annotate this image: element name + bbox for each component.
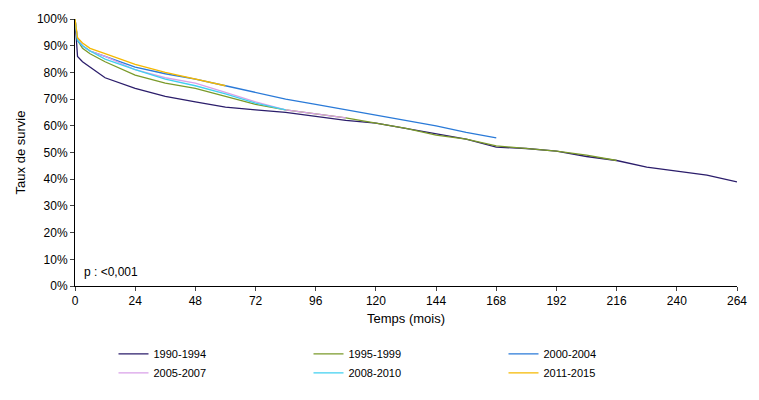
svg-text:264: 264 (727, 294, 747, 308)
svg-text:48: 48 (189, 294, 203, 308)
svg-text:90%: 90% (44, 39, 68, 53)
svg-text:144: 144 (426, 294, 446, 308)
svg-text:1990-1994: 1990-1994 (154, 348, 207, 360)
svg-text:2005-2007: 2005-2007 (154, 367, 207, 379)
svg-text:Temps (mois): Temps (mois) (367, 311, 445, 326)
svg-text:0: 0 (72, 294, 79, 308)
svg-text:10%: 10% (44, 252, 68, 266)
svg-text:2008-2010: 2008-2010 (349, 367, 402, 379)
svg-text:120: 120 (366, 294, 386, 308)
svg-text:30%: 30% (44, 199, 68, 213)
svg-text:60%: 60% (44, 119, 68, 133)
svg-text:70%: 70% (44, 92, 68, 106)
svg-text:2011-2015: 2011-2015 (544, 367, 596, 379)
svg-text:p : <0,001: p : <0,001 (84, 265, 138, 279)
svg-text:72: 72 (249, 294, 263, 308)
svg-text:2000-2004: 2000-2004 (544, 348, 597, 360)
svg-text:168: 168 (486, 294, 506, 308)
svg-text:Taux de survie: Taux de survie (13, 111, 28, 195)
svg-text:100%: 100% (37, 12, 68, 26)
svg-text:50%: 50% (44, 146, 68, 160)
svg-text:0%: 0% (50, 279, 68, 293)
svg-text:216: 216 (607, 294, 627, 308)
svg-text:96: 96 (309, 294, 323, 308)
svg-text:1995-1999: 1995-1999 (349, 348, 402, 360)
svg-text:192: 192 (546, 294, 566, 308)
svg-text:240: 240 (667, 294, 687, 308)
svg-text:20%: 20% (44, 226, 68, 240)
svg-text:40%: 40% (44, 172, 68, 186)
svg-text:80%: 80% (44, 66, 68, 80)
svg-text:24: 24 (129, 294, 143, 308)
